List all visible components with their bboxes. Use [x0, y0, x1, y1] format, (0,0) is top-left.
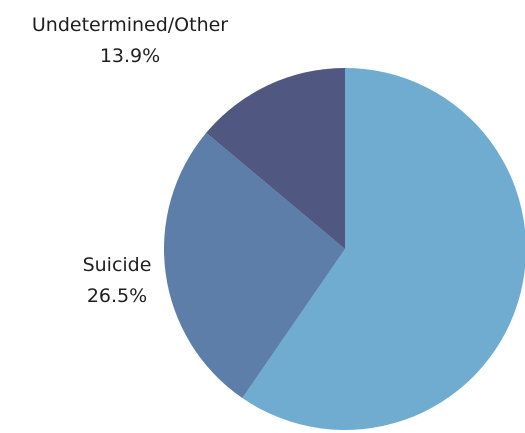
pie-slice-undetermined-other: [206, 68, 345, 249]
slice-label-suicide: Suicide: [83, 254, 152, 276]
pie-slices: [163, 68, 525, 430]
slice-percent-undetermined-other: 13.9%: [100, 45, 160, 67]
slice-label-undetermined-other: Undetermined/Other: [32, 14, 228, 36]
pie-slice-unlabeled-0: [242, 68, 525, 430]
pie-slice-suicide: [163, 132, 345, 399]
slice-percent-suicide: 26.5%: [87, 285, 147, 307]
